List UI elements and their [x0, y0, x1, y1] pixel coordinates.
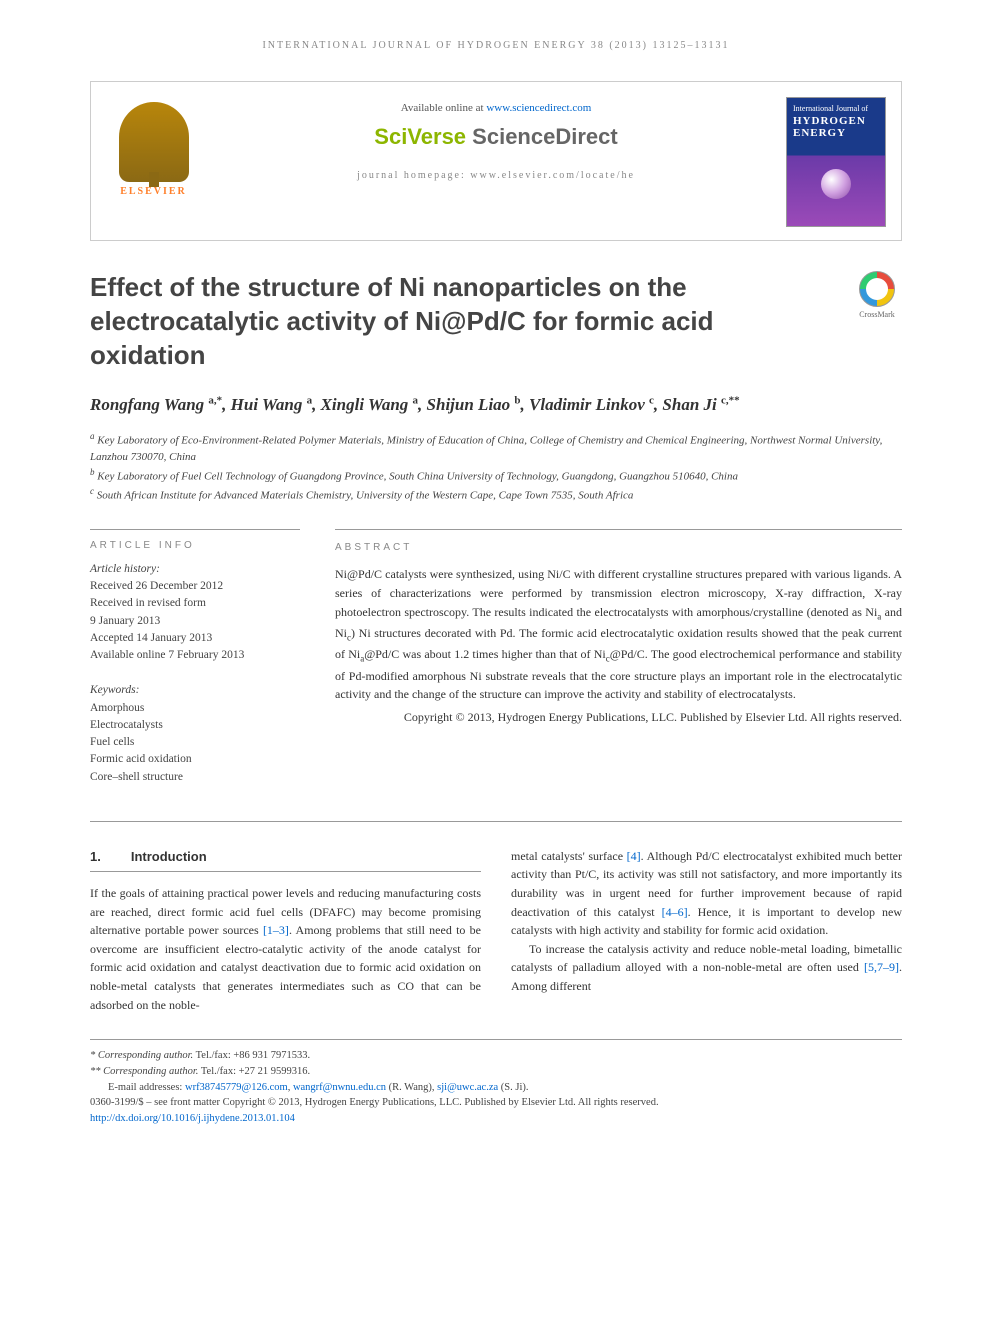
corr2-tel: Tel./fax: +27 21 9599316.: [198, 1066, 310, 1077]
section-title: Introduction: [131, 847, 207, 867]
elsevier-logo: ELSEVIER: [106, 102, 201, 197]
keyword: Formic acid oxidation: [90, 751, 300, 768]
email-link-3[interactable]: sji@uwc.ac.za: [437, 1082, 498, 1093]
available-prefix: Available online at: [401, 102, 487, 114]
email-link-1[interactable]: wrf38745779@126.com: [185, 1082, 288, 1093]
publisher-header-box: ELSEVIER International Journal of HYDROG…: [90, 81, 902, 241]
intro-paragraph-2: To increase the catalysis activity and r…: [511, 940, 902, 996]
article-history: Article history: Received 26 December 20…: [90, 561, 300, 665]
journal-homepage-link[interactable]: www.elsevier.com/locate/he: [470, 170, 635, 181]
keyword: Fuel cells: [90, 734, 300, 751]
section-number: 1.: [90, 847, 101, 867]
sciverse-logo: SciVerse ScienceDirect: [221, 124, 771, 150]
keyword: Core–shell structure: [90, 769, 300, 786]
sciencedirect-text: ScienceDirect: [472, 124, 618, 149]
body-divider: [90, 821, 902, 822]
keywords-block: Keywords: Amorphous Electrocatalysts Fue…: [90, 682, 300, 786]
footnotes: * Corresponding author. Tel./fax: +86 93…: [90, 1039, 902, 1127]
crossmark-badge[interactable]: CrossMark: [852, 271, 902, 319]
history-line: Available online 7 February 2013: [90, 647, 300, 664]
left-column: 1. Introduction If the goals of attainin…: [90, 847, 481, 1014]
doi-line: http://dx.doi.org/10.1016/j.ijhydene.201…: [90, 1111, 902, 1127]
corr1-tel: Tel./fax: +86 931 7971533.: [193, 1050, 310, 1061]
crossmark-icon: [859, 271, 895, 307]
history-line: Received in revised form: [90, 595, 300, 612]
keyword: Amorphous: [90, 700, 300, 717]
running-header: INTERNATIONAL JOURNAL OF HYDROGEN ENERGY…: [90, 40, 902, 51]
email-label: E-mail addresses:: [108, 1082, 185, 1093]
corr1-label: * Corresponding author.: [90, 1050, 193, 1061]
affiliation-a: a Key Laboratory of Eco-Environment-Rela…: [90, 430, 902, 466]
history-line: Received 26 December 2012: [90, 578, 300, 595]
paper-title: Effect of the structure of Ni nanopartic…: [90, 271, 832, 372]
doi-link[interactable]: http://dx.doi.org/10.1016/j.ijhydene.201…: [90, 1113, 295, 1124]
article-info-column: ARTICLE INFO Article history: Received 2…: [90, 529, 300, 786]
email-line: E-mail addresses: wrf38745779@126.com, w…: [90, 1080, 902, 1096]
homepage-prefix: journal homepage:: [357, 170, 470, 181]
issn-copyright-line: 0360-3199/$ – see front matter Copyright…: [90, 1095, 902, 1111]
sciencedirect-link[interactable]: www.sciencedirect.com: [486, 102, 591, 114]
crossmark-label: CrossMark: [859, 310, 895, 319]
right-column: metal catalysts' surface [4]. Although P…: [511, 847, 902, 1014]
abstract-column: ABSTRACT Ni@Pd/C catalysts were synthesi…: [335, 529, 902, 786]
cover-line2: HYDROGEN: [793, 115, 879, 127]
corr2-label: ** Corresponding author.: [90, 1066, 198, 1077]
section-1-heading: 1. Introduction: [90, 847, 481, 872]
history-line: 9 January 2013: [90, 613, 300, 630]
history-label: Article history:: [90, 561, 300, 578]
elsevier-text: ELSEVIER: [106, 186, 201, 197]
cover-line3: ENERGY: [793, 127, 879, 139]
cover-line1: International Journal of: [793, 104, 879, 113]
intro-paragraph-1-cont: metal catalysts' surface [4]. Although P…: [511, 847, 902, 940]
abstract-head: ABSTRACT: [335, 529, 902, 556]
abstract-copyright: Copyright © 2013, Hydrogen Energy Public…: [335, 708, 902, 727]
body-two-column: 1. Introduction If the goals of attainin…: [90, 847, 902, 1014]
cover-orb-graphic: [821, 169, 851, 199]
intro-paragraph-1: If the goals of attaining practical powe…: [90, 884, 481, 1014]
keyword: Electrocatalysts: [90, 717, 300, 734]
corresponding-author-2: ** Corresponding author. Tel./fax: +27 2…: [90, 1064, 902, 1080]
journal-cover-thumbnail: International Journal of HYDROGEN ENERGY: [786, 97, 886, 227]
journal-homepage-line: journal homepage: www.elsevier.com/locat…: [221, 170, 771, 181]
corresponding-author-1: * Corresponding author. Tel./fax: +86 93…: [90, 1048, 902, 1064]
affiliations: a Key Laboratory of Eco-Environment-Rela…: [90, 430, 902, 504]
email-link-2[interactable]: wangrf@nwnu.edu.cn: [293, 1082, 386, 1093]
keywords-label: Keywords:: [90, 682, 300, 699]
article-info-head: ARTICLE INFO: [90, 529, 300, 551]
author-list: Rongfang Wang a,*, Hui Wang a, Xingli Wa…: [90, 392, 902, 418]
sciverse-text: SciVerse: [374, 124, 472, 149]
history-line: Accepted 14 January 2013: [90, 630, 300, 647]
abstract-text: Ni@Pd/C catalysts were synthesized, usin…: [335, 565, 902, 703]
affiliation-c: c South African Institute for Advanced M…: [90, 485, 902, 504]
affiliation-b: b Key Laboratory of Fuel Cell Technology…: [90, 466, 902, 485]
elsevier-tree-icon: [119, 102, 189, 182]
available-online-line: Available online at www.sciencedirect.co…: [221, 102, 771, 114]
